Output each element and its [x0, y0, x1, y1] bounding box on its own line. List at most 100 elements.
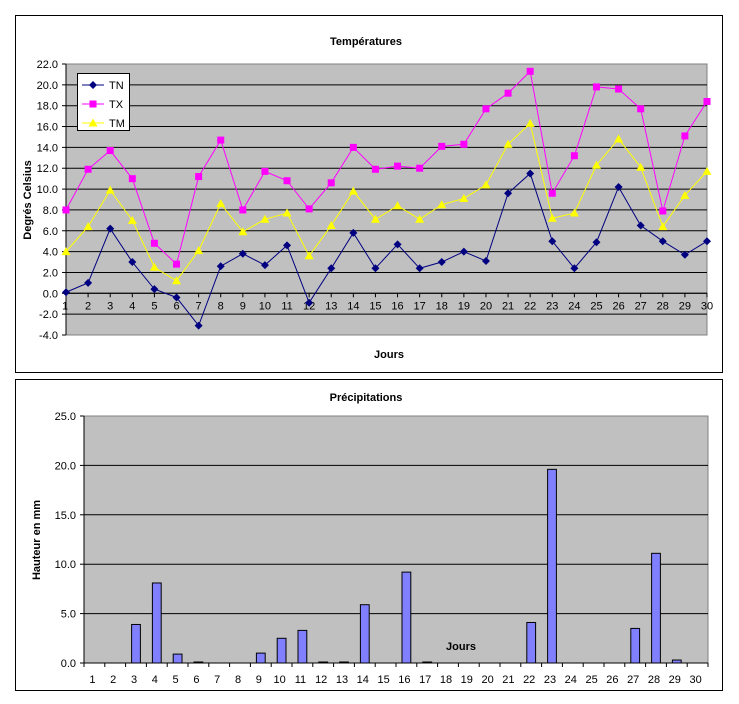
data-point-tm [216, 199, 226, 208]
data-point-tn [658, 237, 667, 246]
data-point-tn [62, 288, 70, 297]
data-point-tm [636, 162, 646, 171]
x-tick-label: 22 [523, 674, 535, 686]
data-point-tm [658, 222, 668, 231]
data-point-tx [637, 105, 645, 113]
data-point-tm [326, 221, 336, 230]
data-point-tm [105, 185, 115, 194]
data-point-tx [438, 142, 446, 150]
x-tick-label: 13 [325, 300, 337, 312]
y-tick-label: 20.0 [55, 460, 76, 472]
x-tick-label: 23 [544, 674, 556, 686]
data-point-tn [106, 224, 115, 233]
bar-day-5 [172, 653, 183, 664]
data-point-tx [217, 136, 225, 144]
data-point-tx [128, 175, 136, 183]
data-point-tn [703, 237, 711, 246]
y-tick-label: 12.0 [37, 163, 58, 175]
data-point-tn [128, 258, 137, 267]
precipitation-chart-title: Précipitations [330, 392, 403, 404]
bar-day-10 [276, 637, 287, 664]
y-tick-label: 0.0 [43, 288, 58, 300]
data-point-tn [194, 321, 203, 330]
x-tick-label: 29 [679, 300, 691, 312]
legend-box [77, 73, 130, 131]
data-point-tn [216, 262, 225, 271]
x-tick-label: 19 [458, 300, 470, 312]
temperature-chart-title: Températures [330, 36, 402, 48]
x-tick-label: 4 [129, 300, 135, 312]
data-point-tn [592, 238, 601, 247]
data-point-tx [173, 260, 181, 268]
y-tick-label: -2.0 [39, 309, 58, 321]
data-point-tm [614, 134, 624, 143]
data-point-tx [261, 167, 269, 175]
bar-day-3 [131, 623, 141, 664]
data-point-tx [548, 189, 556, 197]
x-tick-label: 16 [398, 674, 410, 686]
x-tick-label: 8 [218, 300, 224, 312]
x-tick-label: 6 [173, 300, 179, 312]
data-point-tx [239, 206, 247, 214]
x-tick-label: 12 [315, 674, 327, 686]
x-tick-label: 13 [336, 674, 348, 686]
data-point-tn [614, 182, 623, 191]
data-point-tn [260, 261, 269, 270]
data-point-tx [460, 140, 468, 148]
data-point-tx [106, 147, 114, 155]
x-tick-label: 10 [259, 300, 271, 312]
data-point-tm [547, 213, 557, 222]
data-point-tn [349, 228, 358, 237]
y-tick-label: 20.0 [37, 80, 58, 92]
x-tick-label: 21 [502, 300, 514, 312]
precipitation-chart: 0.05.010.015.020.025.01 2 3 4 5 6 7 8 9 10 11 12 13 1… [55, 411, 709, 686]
data-point-tx [681, 132, 689, 140]
data-point-tm [569, 208, 579, 217]
legend-marker-tn [89, 81, 97, 89]
series-line-tx [65, 70, 708, 266]
x-tick-label: 22 [524, 300, 536, 312]
data-point-tn [526, 169, 535, 178]
data-point-tx [371, 165, 379, 173]
data-point-tx [592, 83, 600, 91]
y-tick-label: 5.0 [61, 609, 76, 621]
y-tick-label: 0.0 [61, 658, 76, 670]
legend-marker-tm [88, 118, 98, 127]
x-tick-label: 25 [585, 674, 597, 686]
data-point-tn [415, 264, 424, 273]
data-point-tx [305, 205, 313, 213]
data-point-tx [62, 206, 70, 214]
data-point-tx [526, 67, 534, 75]
x-tick-label: 18 [436, 300, 448, 312]
x-tick-label: 1 [62, 300, 68, 312]
data-point-tn [548, 237, 557, 246]
data-point-tn [238, 249, 247, 258]
x-tick-label: 28 [648, 674, 660, 686]
data-point-tn [481, 256, 490, 265]
data-point-tm [83, 222, 93, 231]
data-point-tx [283, 177, 291, 185]
y-tick-label: -4.0 [39, 330, 58, 342]
data-point-tx [84, 165, 92, 173]
y-tick-label: 18.0 [37, 101, 58, 113]
data-point-tm [437, 200, 447, 209]
x-tick-label: 21 [502, 674, 514, 686]
x-tick-label: 11 [295, 674, 306, 686]
data-point-tm [680, 190, 690, 199]
data-point-tm [61, 247, 71, 256]
data-point-tm [503, 139, 513, 148]
bar-day-16 [401, 571, 412, 664]
data-point-tn [305, 298, 314, 307]
data-point-tm [172, 276, 182, 285]
data-point-tm [415, 214, 425, 223]
data-point-tn [504, 189, 513, 198]
x-tick-label: 24 [568, 300, 580, 312]
x-tick-label: 10 [273, 674, 285, 686]
y-tick-label: 4.0 [43, 247, 58, 259]
series-line-tn [65, 172, 708, 327]
precipitation-x-axis-label: Jours [446, 641, 476, 653]
series-line-tm [65, 122, 708, 282]
y-tick-label: 2.0 [43, 267, 58, 279]
x-tick-label: 17 [419, 674, 431, 686]
data-point-tx [150, 239, 158, 247]
